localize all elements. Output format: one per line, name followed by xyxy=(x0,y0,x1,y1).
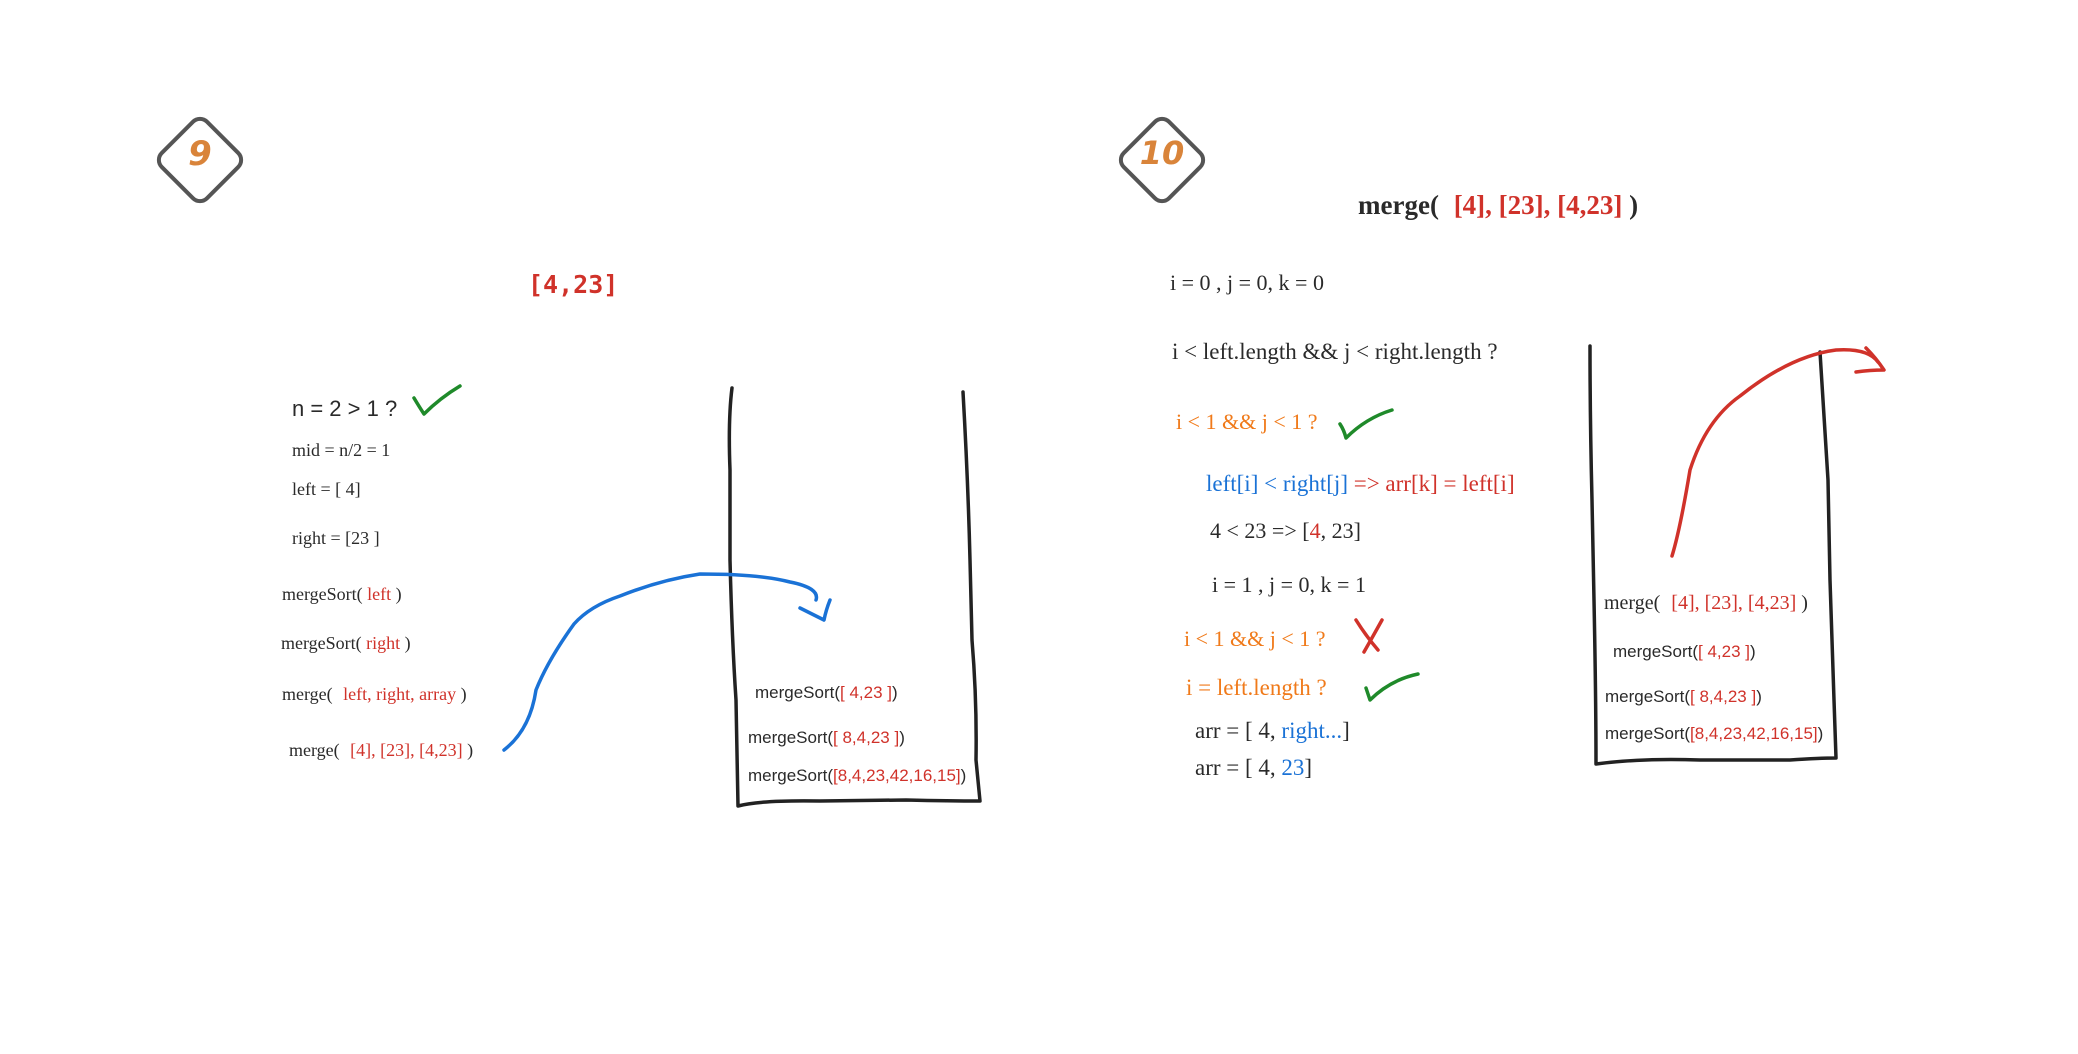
step-9-mid: mid = n/2 = 1 xyxy=(292,440,391,460)
fn-arg: [4], [23], [4,23] xyxy=(350,740,463,760)
arr-suffix: ] xyxy=(1304,755,1313,780)
arr-prefix: arr = [ 4, xyxy=(1195,718,1276,743)
fn-name: merge( xyxy=(1604,592,1661,614)
step-9-stack-box xyxy=(727,386,982,808)
fn-arg: left xyxy=(367,584,392,604)
step-10-condition-1: i < 1 && j < 1 ? xyxy=(1176,409,1318,434)
fn-close: ) xyxy=(460,684,467,704)
fn-close: ) xyxy=(1750,642,1756,661)
fn-name: mergeSort( xyxy=(1605,724,1691,743)
step-10-red-arrow xyxy=(1670,348,1880,558)
fn-close: ) xyxy=(1801,592,1808,614)
fn-name: mergeSort( xyxy=(282,584,363,604)
step-10-badge-label: 10 xyxy=(1139,134,1185,172)
step-10-arr-1: arr = [ 4, right...] xyxy=(1195,718,1350,744)
fn-close: ) xyxy=(960,766,967,785)
fn-close: ) xyxy=(899,728,905,747)
step-9-left: left = [ 4] xyxy=(292,479,361,499)
fn-name: mergeSort( xyxy=(748,728,834,747)
result-value: 4 xyxy=(1309,518,1321,543)
fn-name: mergeSort( xyxy=(755,683,841,702)
step-10-cross-icon xyxy=(1354,618,1384,654)
step-10-arr-2: arr = [ 4, 23] xyxy=(1195,755,1312,781)
step-10-condition-2: i < 1 && j < 1 ? xyxy=(1184,626,1326,651)
fn-name: merge( xyxy=(282,684,333,704)
step-9-blue-arrowhead-icon xyxy=(798,598,832,622)
step-9-n-check: n = 2 > 1 ? xyxy=(292,396,398,421)
arr-value: right... xyxy=(1281,718,1343,743)
fn-close: ) xyxy=(1629,190,1639,220)
step-10-loop-condition: i < left.length && j < right.length ? xyxy=(1172,339,1498,364)
fn-close: ) xyxy=(1756,687,1762,706)
fn-arg: [ 4,23 ] xyxy=(1698,642,1751,661)
step-10-stack-frame: mergeSort([ 8,4,23 ]) xyxy=(1605,687,1762,707)
step-9-stack-frame: mergeSort([8,4,23,42,16,15]) xyxy=(748,766,966,786)
step-9-mergesort-right: mergeSort( right ) xyxy=(281,633,411,654)
fn-close: ) xyxy=(404,633,411,653)
fn-arg: left, right, array xyxy=(343,684,457,704)
step-10-check-icon-1 xyxy=(1338,408,1394,440)
step-9-right: right = [23 ] xyxy=(292,528,380,548)
step-10-stack-frame: merge( [4], [23], [4,23] ) xyxy=(1604,592,1808,615)
step-9-merge-values: merge( [4], [23], [4,23] ) xyxy=(289,740,473,761)
step-9-mergesort-left: mergeSort( left ) xyxy=(282,584,402,605)
step-10-red-arrowhead-icon xyxy=(1854,346,1886,374)
arr-suffix: ] xyxy=(1342,718,1350,743)
step-10-check-icon-2 xyxy=(1364,672,1420,702)
result-prefix: 4 < 23 => [ xyxy=(1210,518,1310,543)
step-9-array-title: [4,23] xyxy=(528,270,619,299)
step-10-badge-shape xyxy=(1118,116,1206,204)
step-10-compare-result: 4 < 23 => [4, 23] xyxy=(1210,518,1361,544)
fn-name: mergeSort( xyxy=(748,766,834,785)
step-10-index-update: i = 1 , j = 0, k = 1 xyxy=(1212,572,1366,597)
step-9-stack-frame: mergeSort([ 8,4,23 ]) xyxy=(748,728,905,748)
step-10-condition-3: i = left.length ? xyxy=(1186,675,1327,700)
compare-right: => arr[k] = left[i] xyxy=(1353,471,1515,496)
fn-name: mergeSort( xyxy=(281,633,362,653)
fn-arg: [4], [23], [4,23] xyxy=(1671,592,1797,614)
fn-arg: [8,4,23,42,16,15] xyxy=(1690,724,1818,743)
fn-arg: [4], [23], [4,23] xyxy=(1453,190,1623,220)
step-9-badge-label: 9 xyxy=(188,134,212,174)
fn-close: ) xyxy=(1817,724,1824,743)
fn-close: ) xyxy=(892,683,898,702)
result-suffix: , 23] xyxy=(1320,518,1361,543)
fn-name: mergeSort( xyxy=(1613,642,1699,661)
step-9-stack-frame: mergeSort([ 4,23 ]) xyxy=(755,683,898,703)
step-10-init: i = 0 , j = 0, k = 0 xyxy=(1170,270,1324,295)
arr-prefix: arr = [ 4, xyxy=(1195,755,1276,780)
fn-name: mergeSort( xyxy=(1605,687,1691,706)
fn-arg: [ 8,4,23 ] xyxy=(833,728,900,747)
step-10-stack-frame: mergeSort([8,4,23,42,16,15]) xyxy=(1605,724,1823,744)
fn-arg: [ 8,4,23 ] xyxy=(1690,687,1757,706)
step-9-check-icon xyxy=(412,384,462,416)
fn-arg: right xyxy=(366,633,401,653)
step-10-title: merge( [4], [23], [4,23] ) xyxy=(1358,190,1638,221)
fn-arg: [ 4,23 ] xyxy=(840,683,893,702)
step-10-stack-box xyxy=(1588,344,1838,766)
compare-left: left[i] < right[j] xyxy=(1206,471,1348,496)
step-9-badge-shape xyxy=(156,116,244,204)
fn-close: ) xyxy=(395,584,402,604)
step-9-merge-call: merge( left, right, array ) xyxy=(282,684,467,705)
step-10-stack-frame: mergeSort([ 4,23 ]) xyxy=(1613,642,1756,662)
fn-name: merge( xyxy=(289,740,340,760)
fn-arg: [8,4,23,42,16,15] xyxy=(833,766,961,785)
step-10-compare: left[i] < right[j] => arr[k] = left[i] xyxy=(1206,471,1515,497)
step-9-blue-arrow xyxy=(502,572,819,752)
fn-close: ) xyxy=(467,740,474,760)
fn-name: merge( xyxy=(1358,190,1439,220)
arr-value: 23 xyxy=(1281,755,1305,780)
